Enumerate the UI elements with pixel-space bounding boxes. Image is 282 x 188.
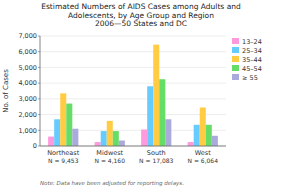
bar [165, 119, 171, 146]
bar [72, 129, 78, 146]
grid-line [40, 36, 226, 37]
legend-label: 35–44 [242, 56, 262, 64]
x-tick-label: NortheastN = 9,453 [47, 149, 80, 164]
bars [48, 45, 218, 146]
legend-label: ≥ 55 [242, 74, 258, 82]
legend-swatch [232, 74, 239, 80]
x-tick-label-line: N = 17,083 [139, 157, 174, 164]
bar [141, 130, 147, 147]
x-tick-label-line: Midwest [96, 149, 123, 157]
title: Estimated Numbers of AIDS Cases among Ad… [41, 2, 241, 28]
legend-swatch [232, 47, 239, 53]
bar [147, 86, 153, 146]
legend-label: 13–24 [242, 38, 262, 46]
x-tick-label-line: South [147, 149, 166, 157]
x-tick-label: SouthN = 17,083 [139, 149, 174, 164]
bar [101, 131, 107, 146]
bar [212, 136, 218, 146]
grid-line [40, 146, 226, 147]
y-tick-label: 4,000 [18, 79, 37, 87]
y-tick-label: 7,000 [18, 32, 37, 40]
bar [113, 131, 119, 146]
bar [60, 93, 66, 146]
bar [194, 125, 200, 146]
bar [107, 121, 113, 146]
legend-label: 25–34 [242, 47, 262, 55]
legend-label: 45–54 [242, 65, 262, 73]
grid-line [40, 67, 226, 68]
x-tick-label: MidwestN = 4,160 [94, 149, 125, 164]
legend-swatch [232, 65, 239, 71]
bar [188, 142, 194, 146]
bar [54, 119, 60, 146]
grid-line [40, 83, 226, 84]
x-tick-label-line: N = 9,453 [48, 157, 79, 164]
bar [159, 79, 165, 146]
y-tick-label: 0 [33, 142, 37, 150]
bar [95, 142, 101, 146]
y-tick-label: 1,000 [18, 127, 37, 135]
bar [206, 125, 212, 146]
y-axis-label: No. of Cases [2, 69, 10, 113]
y-tick-label: 5,000 [18, 64, 37, 72]
grid-line [40, 51, 226, 52]
y-axis [40, 36, 41, 146]
y-tick-label: 6,000 [18, 48, 37, 56]
chart: Estimated Numbers of AIDS Cases among Ad… [0, 0, 282, 188]
x-tick-label-line: Northeast [47, 149, 80, 157]
bar [119, 141, 125, 147]
bar [153, 45, 159, 146]
x-tick-label-line: N = 6,064 [187, 157, 218, 164]
y-tick-label: 2,000 [18, 111, 37, 119]
bar [200, 108, 206, 147]
grid-line [40, 98, 226, 99]
legend-swatch [232, 38, 239, 44]
legend-swatch [232, 56, 239, 62]
title-line: 2006—50 States and DC [95, 19, 187, 28]
x-tick-label: WestN = 6,064 [187, 149, 218, 164]
x-tick-label-line: West [195, 149, 211, 157]
x-axis [40, 146, 226, 147]
y-tick-label: 3,000 [18, 95, 37, 103]
note: Note: Data have been adjusted for report… [40, 180, 184, 187]
bar [66, 104, 72, 146]
x-tick-label-line: N = 4,160 [94, 157, 125, 164]
bar [48, 137, 54, 146]
